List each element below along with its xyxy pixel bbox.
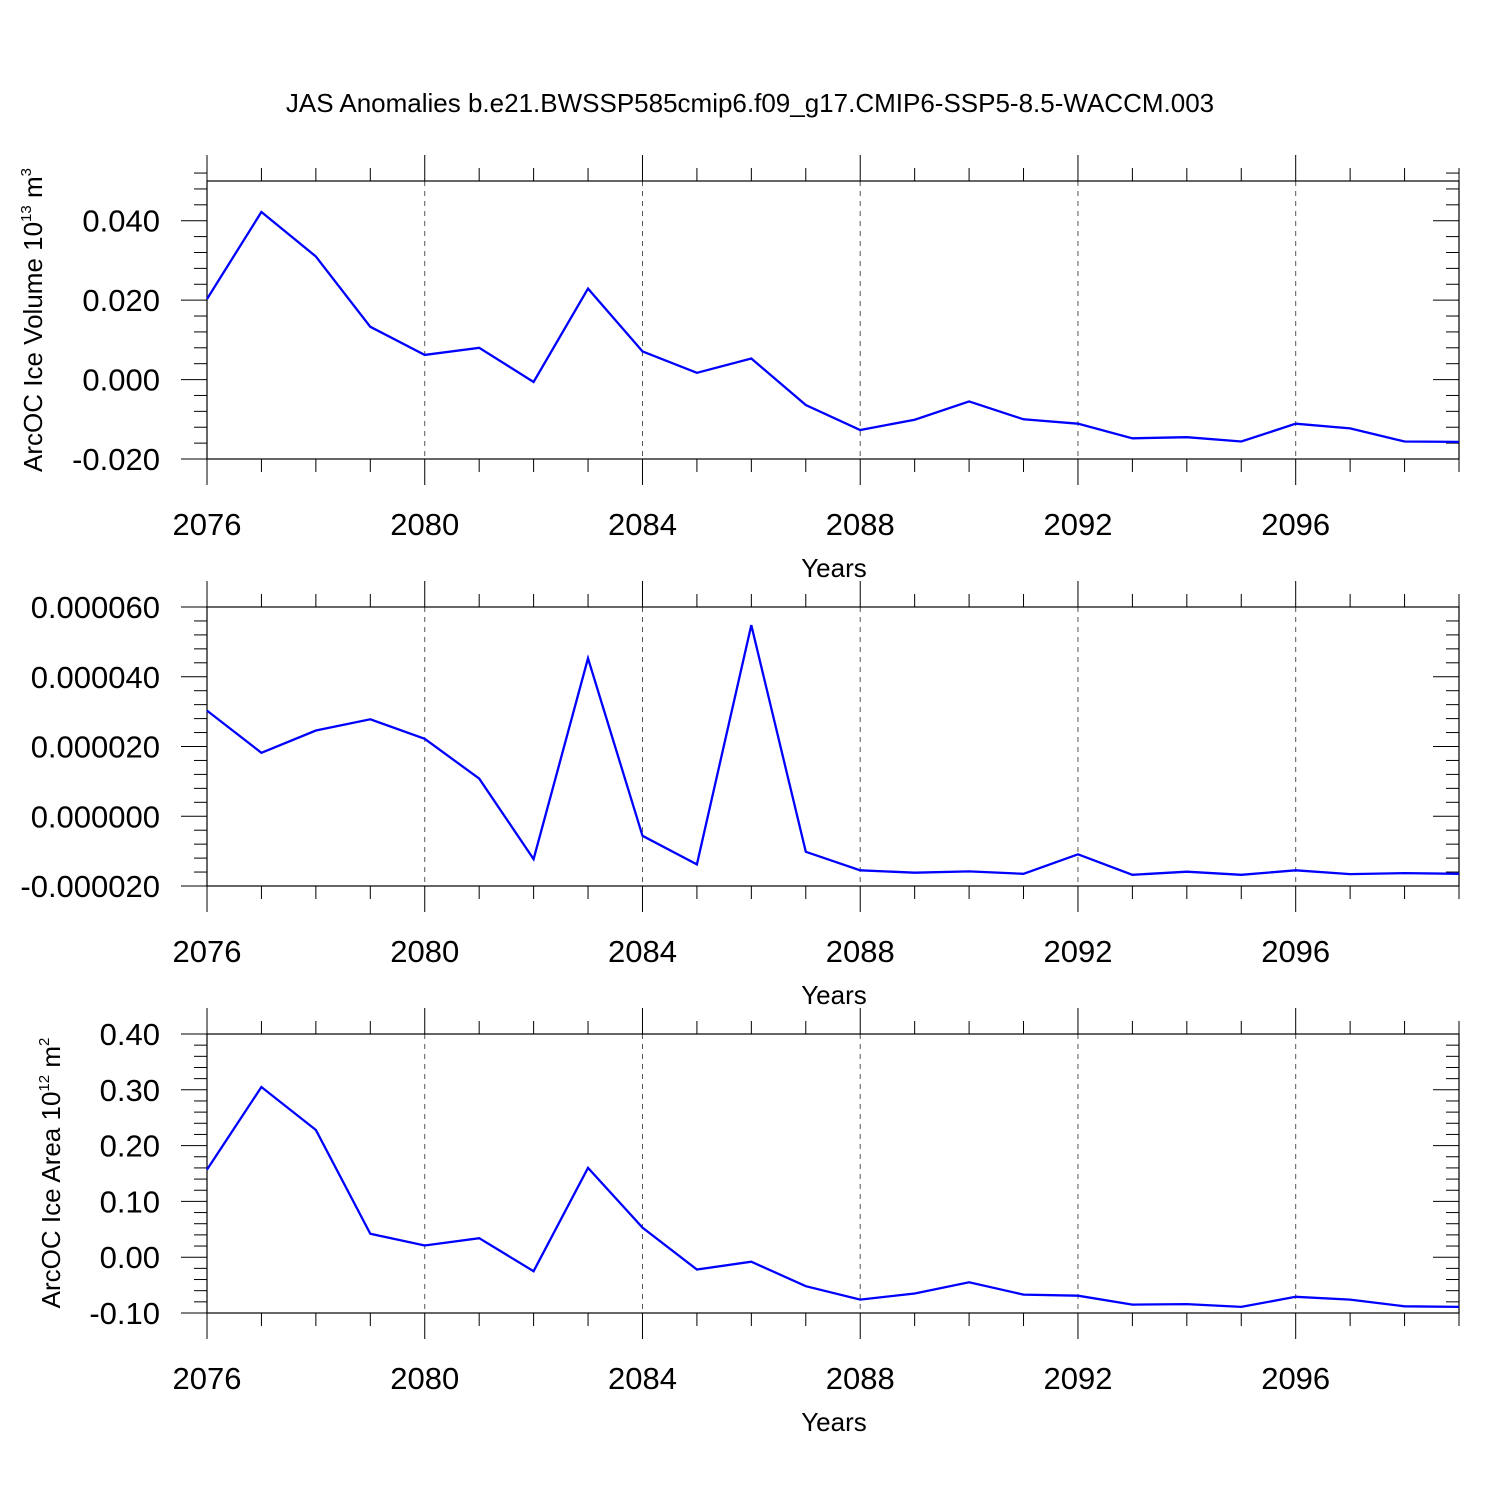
- y-tick-label: 0.000060: [31, 590, 160, 625]
- x-tick-label: 2092: [1043, 507, 1112, 542]
- series-line: [207, 212, 1459, 442]
- plot-frame: [207, 1034, 1459, 1313]
- x-tick-label: 2096: [1261, 507, 1330, 542]
- x-tick-label: 2076: [173, 1361, 242, 1396]
- y-tick-label: 0.000040: [31, 660, 160, 695]
- y-tick-label: 0.000: [82, 363, 160, 398]
- x-tick-label: 2076: [173, 507, 242, 542]
- series-line: [207, 625, 1459, 875]
- x-tick-label: 2092: [1043, 934, 1112, 969]
- y-axis-label: ArcOC Ice Area 1012 m2: [36, 1038, 66, 1309]
- x-tick-label: 2088: [826, 1361, 895, 1396]
- y-tick-label: 0.000000: [31, 799, 160, 834]
- y-tick-label: 0.20: [100, 1129, 160, 1164]
- y-tick-label: -0.020: [72, 442, 160, 477]
- y-tick-label: 0.000020: [31, 730, 160, 765]
- chart-panel-3: 2076 2080 2084 2088 2092 2096 Years -0.10 0.00 0.…: [36, 1008, 1459, 1437]
- y-tick-label: 0.40: [100, 1017, 160, 1052]
- x-tick-label: 2076: [173, 934, 242, 969]
- plot-frame: [207, 607, 1459, 886]
- y-axis-label: ArcOC Ice Volume 1013 m3: [18, 168, 48, 472]
- x-tick-label: 2084: [608, 934, 677, 969]
- x-axis-label: Years: [801, 553, 867, 583]
- x-tick-label: 2096: [1261, 934, 1330, 969]
- y-tick-label: -0.000020: [20, 869, 160, 904]
- x-tick-label: 2080: [390, 1361, 459, 1396]
- y-tick-label: 0.040: [82, 204, 160, 239]
- x-axis-label: Years: [801, 980, 867, 1010]
- y-tick-label: 0.10: [100, 1184, 160, 1219]
- y-tick-label: 0.00: [100, 1240, 160, 1275]
- y-tick-label: 0.30: [100, 1073, 160, 1108]
- x-axis-label: Years: [801, 1407, 867, 1437]
- x-tick-label: 2080: [390, 934, 459, 969]
- x-tick-label: 2088: [826, 934, 895, 969]
- x-tick-label: 2080: [390, 507, 459, 542]
- x-tick-label: 2088: [826, 507, 895, 542]
- figure-title: JAS Anomalies b.e21.BWSSP585cmip6.f09_g1…: [286, 88, 1214, 118]
- y-tick-label: -0.10: [89, 1296, 160, 1331]
- chart-panel-1: 2076 2080 2084 2088 2092 2096 Years -0.020 0.000…: [18, 155, 1459, 583]
- x-tick-label: 2084: [608, 507, 677, 542]
- x-tick-label: 2096: [1261, 1361, 1330, 1396]
- x-tick-label: 2084: [608, 1361, 677, 1396]
- chart-panel-2: 2076 2080 2084 2088 2092 2096 Years -0.000020 0.…: [20, 581, 1459, 1010]
- x-tick-label: 2092: [1043, 1361, 1112, 1396]
- series-line: [207, 1087, 1459, 1307]
- y-tick-label: 0.020: [82, 283, 160, 318]
